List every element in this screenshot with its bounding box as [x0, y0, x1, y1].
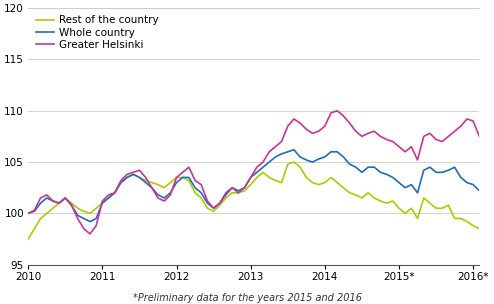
- Rest of the country: [118, 181, 124, 185]
- Greater Helsinki: [279, 140, 285, 143]
- Greater Helsinki: [180, 171, 186, 174]
- Rest of the country: [476, 227, 482, 230]
- Rest of the country: [291, 160, 297, 164]
- Greater Helsinki: [124, 173, 130, 176]
- Line: Rest of the country: Rest of the country: [28, 162, 479, 239]
- Line: Whole country: Whole country: [28, 150, 479, 222]
- Rest of the country: [124, 176, 130, 179]
- Whole country: [124, 176, 130, 179]
- Rest of the country: [25, 237, 31, 241]
- Whole country: [446, 168, 452, 172]
- Greater Helsinki: [25, 212, 31, 215]
- Whole country: [279, 152, 285, 156]
- Greater Helsinki: [87, 232, 93, 236]
- Line: Greater Helsinki: Greater Helsinki: [28, 111, 479, 234]
- Whole country: [130, 173, 136, 176]
- Greater Helsinki: [334, 109, 340, 112]
- Whole country: [476, 189, 482, 193]
- Greater Helsinki: [446, 135, 452, 138]
- Greater Helsinki: [476, 135, 482, 138]
- Whole country: [25, 212, 31, 215]
- Whole country: [87, 220, 93, 223]
- Rest of the country: [439, 206, 445, 210]
- Whole country: [285, 150, 291, 154]
- Rest of the country: [279, 181, 285, 185]
- Greater Helsinki: [130, 171, 136, 174]
- Legend: Rest of the country, Whole country, Greater Helsinki: Rest of the country, Whole country, Grea…: [34, 13, 161, 52]
- Whole country: [291, 148, 297, 152]
- Greater Helsinki: [285, 124, 291, 128]
- Rest of the country: [173, 176, 179, 179]
- Whole country: [180, 176, 186, 179]
- Rest of the country: [272, 179, 278, 182]
- Text: *Preliminary data for the years 2015 and 2016: *Preliminary data for the years 2015 and…: [132, 293, 362, 303]
